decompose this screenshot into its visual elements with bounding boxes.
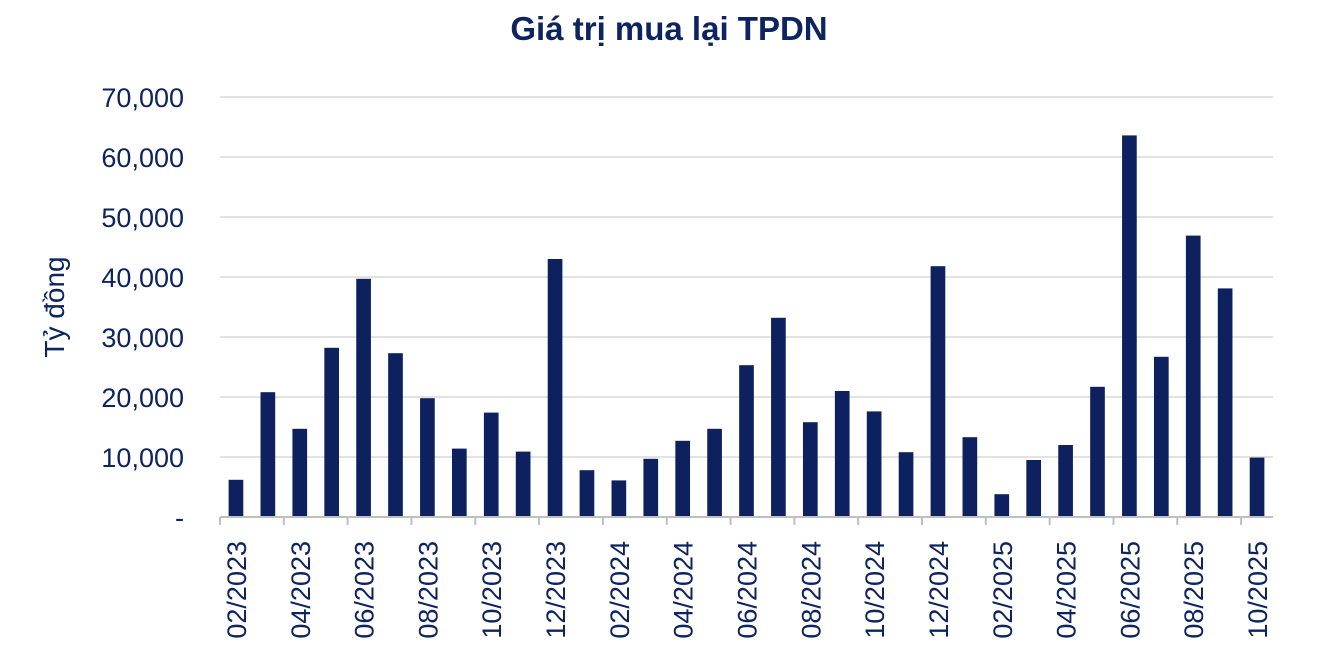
bar-03-2024 <box>643 458 659 517</box>
bar-10-2023 <box>483 412 499 517</box>
x-tick-label: 06/2023 <box>350 541 380 639</box>
x-tick-label: 12/2023 <box>541 541 571 639</box>
x-tick-label: 04/2025 <box>1052 541 1082 639</box>
y-tick-label: - <box>175 503 184 533</box>
x-tick-label: 04/2023 <box>286 541 316 639</box>
x-tick-label: 10/2025 <box>1243 541 1273 639</box>
bar-04-2025 <box>1058 445 1073 517</box>
x-tick-label: 08/2024 <box>796 541 826 639</box>
x-axis <box>219 516 1273 525</box>
bar-11-2023 <box>515 451 531 517</box>
bar-09-2025 <box>1217 288 1233 517</box>
bar-10-2024 <box>866 411 882 517</box>
x-tick-label: 10/2024 <box>860 541 890 639</box>
y-tick-label: 70,000 <box>101 83 184 113</box>
bar-08-2025 <box>1185 235 1201 517</box>
y-tick-label: 20,000 <box>101 383 184 413</box>
y-tick-label: 10,000 <box>101 443 184 473</box>
bar-03-2023 <box>260 392 276 517</box>
bar-01-2024 <box>579 470 595 517</box>
x-tick-label: 08/2023 <box>413 541 443 639</box>
bar-01-2025 <box>962 437 978 517</box>
bar-02-2023 <box>228 479 244 517</box>
bar-05-2024 <box>707 428 722 517</box>
y-axis-label: Tỷ đồng <box>39 256 70 357</box>
bar-12-2023 <box>547 259 563 517</box>
x-tick-label: 06/2025 <box>1115 541 1145 639</box>
bar-10-2025 <box>1249 457 1265 517</box>
y-tick-label: 30,000 <box>101 323 184 353</box>
x-tick-label: 04/2024 <box>669 541 699 639</box>
x-tick-label: 02/2023 <box>222 541 252 639</box>
bar-09-2024 <box>834 391 850 517</box>
bar-06-2024 <box>739 365 754 517</box>
chart-title: Giá trị mua lại TPDN <box>510 10 827 47</box>
bar-05-2023 <box>324 347 340 517</box>
bar-07-2023 <box>388 353 403 517</box>
bar-03-2025 <box>1026 460 1042 517</box>
x-axis-ticks: 02/2023 04/2023 06/2023 08/2023 10/2023 12/20… <box>222 541 1273 639</box>
bar-07-2024 <box>771 317 786 517</box>
bar-02-2025 <box>994 494 1010 517</box>
bar-08-2023 <box>420 398 435 517</box>
bar-06-2025 <box>1122 135 1137 517</box>
x-tick-label: 12/2024 <box>924 541 954 639</box>
y-tick-label: 50,000 <box>101 203 184 233</box>
y-axis-ticks: - 10,000 20,000 30,000 40,000 50,000 60,000 70,… <box>101 83 184 533</box>
x-tick-label: 06/2024 <box>733 541 763 639</box>
bar-08-2024 <box>802 422 818 517</box>
bar-02-2024 <box>611 480 627 517</box>
bar-06-2023 <box>356 278 371 517</box>
y-tick-label: 40,000 <box>101 263 184 293</box>
x-tick-label: 10/2023 <box>477 541 507 639</box>
bar-04-2023 <box>292 428 308 517</box>
y-tick-label: 60,000 <box>101 143 184 173</box>
bar-04-2024 <box>675 440 691 517</box>
x-tick-label: 08/2025 <box>1179 541 1209 639</box>
x-tick-label: 02/2024 <box>605 541 635 639</box>
bar-05-2025 <box>1090 386 1105 517</box>
bar-09-2023 <box>451 448 467 517</box>
bar-11-2024 <box>898 452 914 517</box>
x-tick-label: 02/2025 <box>988 541 1018 639</box>
bars <box>228 135 1265 517</box>
bar-12-2024 <box>930 266 946 517</box>
bar-07-2025 <box>1153 356 1169 517</box>
